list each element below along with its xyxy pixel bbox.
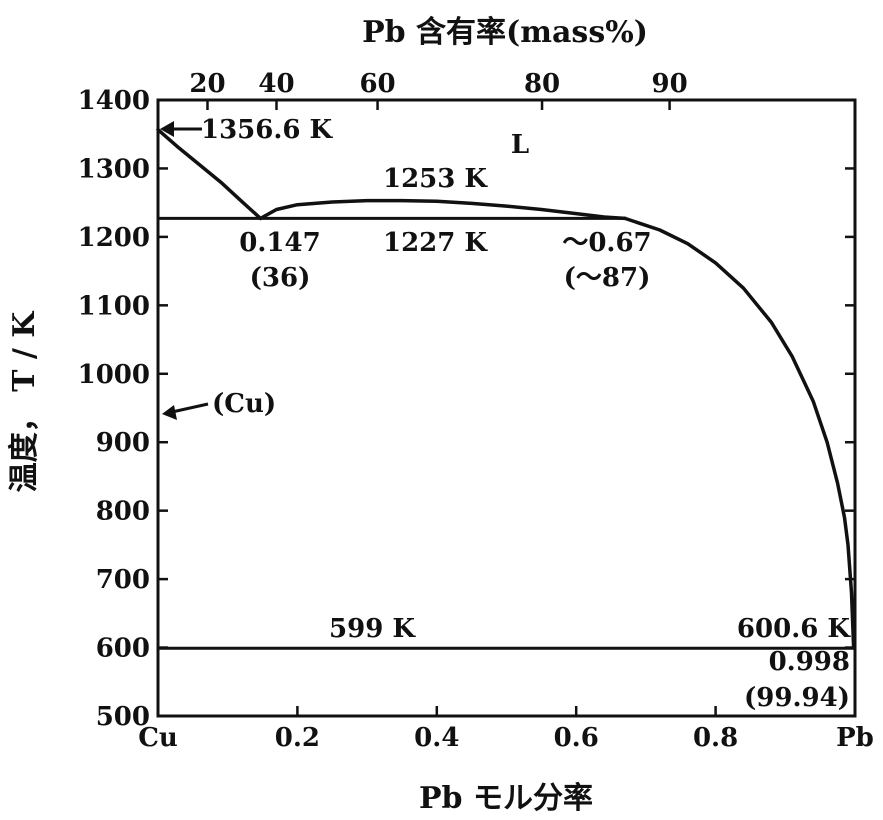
x-tick-label: 0.4: [414, 723, 459, 753]
right-composition-mass-label: (～87): [564, 263, 651, 293]
left-composition-mass-label: (36): [250, 263, 311, 293]
top-tick-label: 90: [652, 69, 688, 99]
y-tick-label: 1200: [78, 223, 150, 253]
pb-melting-point-label: 600.6 K: [737, 614, 851, 644]
monotectic-temp-label: 1227 K: [383, 228, 488, 258]
top-tick-label: 40: [258, 69, 294, 99]
y-tick-label: 900: [96, 428, 150, 458]
top-axis-title: Pb 含有率(mass%): [362, 15, 648, 50]
y-tick-label: 700: [96, 565, 150, 595]
liquid-region-label: L: [511, 130, 529, 160]
y-tick-label: 500: [96, 702, 150, 732]
curves-layer: [156, 127, 856, 650]
liquidus-curve-3: [623, 216, 856, 649]
x-tick-label: Cu: [138, 723, 178, 753]
plot-frame: [156, 98, 857, 718]
liquidus-curve-1: [156, 127, 263, 221]
y-tick-label: 1000: [78, 360, 150, 390]
y-tick-label: 1400: [78, 86, 150, 116]
x-tick-label: 0.8: [693, 723, 738, 753]
cu-melting-point-label: 1356.6 K: [201, 115, 334, 145]
x-axis-title: Pb モル分率: [419, 781, 593, 816]
eutectic-composition-mass-label: (99.94): [744, 683, 850, 713]
top-tick-label: 80: [524, 69, 560, 99]
eutectic-temp-label: 599 K: [329, 614, 416, 644]
top-tick-label: 60: [359, 69, 395, 99]
y-tick-label: 1100: [78, 291, 150, 321]
liquidus-curve-2: [258, 198, 627, 221]
x-tick-label: Pb: [836, 723, 874, 753]
x-tick-label: 0.6: [554, 723, 599, 753]
cu-phase-arrow: [162, 402, 209, 420]
ticks-layer: 500 600 700 800 900 1000 1100 1200 1300 1400 Cu 0.2…: [78, 69, 874, 753]
eutectic-composition-label: 0.998: [769, 647, 850, 677]
left-composition-label: 0.147: [239, 228, 320, 258]
cu-melt-arrow: [160, 121, 202, 137]
y-tick-label: 1300: [78, 154, 150, 184]
monotectic-max-label: 1253 K: [383, 164, 488, 194]
y-axis-title: 温度， T / K: [7, 311, 42, 493]
y-tick-label: 800: [96, 497, 150, 527]
x-tick-label: 0.2: [275, 723, 320, 753]
top-tick-label: 20: [189, 69, 225, 99]
cu-phase-label: (Cu): [212, 389, 276, 419]
right-composition-label: ～0.67: [562, 228, 651, 258]
y-tick-label: 600: [96, 634, 150, 664]
